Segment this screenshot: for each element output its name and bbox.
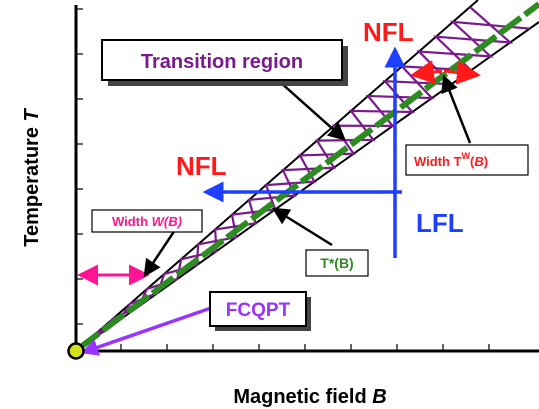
tstar-label: T*(B) xyxy=(305,249,369,277)
axes xyxy=(74,5,539,353)
critical-point-dot xyxy=(67,342,85,360)
width-tw-prefix: Width T xyxy=(414,154,462,169)
width-wb-text: Width W(B) xyxy=(112,214,182,229)
width-wb-prefix: Width xyxy=(112,214,152,229)
width-tw-arrow-left xyxy=(410,60,443,85)
pointer-width-tw xyxy=(441,74,472,144)
width-tw-label: Width TW(B) xyxy=(405,144,529,176)
lfl-label: LFL xyxy=(416,208,464,238)
pointer-transition-region xyxy=(279,81,346,141)
y-axis-label-var: T xyxy=(21,107,43,121)
pointer-tstar xyxy=(271,207,333,247)
x-ticks xyxy=(120,344,490,351)
y-axis-label: Temperature T xyxy=(21,107,43,246)
transition-region-label: Transition region xyxy=(101,39,348,86)
width-tw-open: ( xyxy=(470,154,475,169)
tstar-text: T*(B) xyxy=(320,255,353,271)
nfl-top-label: NFL xyxy=(363,17,414,47)
nfl-left-label: NFL xyxy=(176,151,227,181)
x-axis-label-var: B xyxy=(372,386,386,408)
fcqpt-label: FCQPT xyxy=(209,291,311,331)
fcqpt-text: FCQPT xyxy=(226,300,291,321)
pointer-width-wb xyxy=(143,229,177,278)
width-wb-label: Width W(B) xyxy=(91,209,203,233)
width-wb-var: W(B) xyxy=(152,214,182,229)
x-axis-label-text: Magnetic field xyxy=(233,386,372,408)
transition-region-text: Transition region xyxy=(141,51,303,73)
width-tw-close: ) xyxy=(484,154,488,169)
x-axis-label: Magnetic field B xyxy=(233,386,386,408)
width-tw-var: B xyxy=(474,154,483,169)
width-tw-arrow-right xyxy=(443,60,481,85)
y-axis-label-text: Temperature xyxy=(21,121,43,246)
width-tw-text: Width TW(B) xyxy=(414,151,488,169)
fcqpt-arrow xyxy=(80,306,212,356)
width-tw-sup: W xyxy=(462,151,471,161)
upper-boundary-line xyxy=(75,0,479,352)
